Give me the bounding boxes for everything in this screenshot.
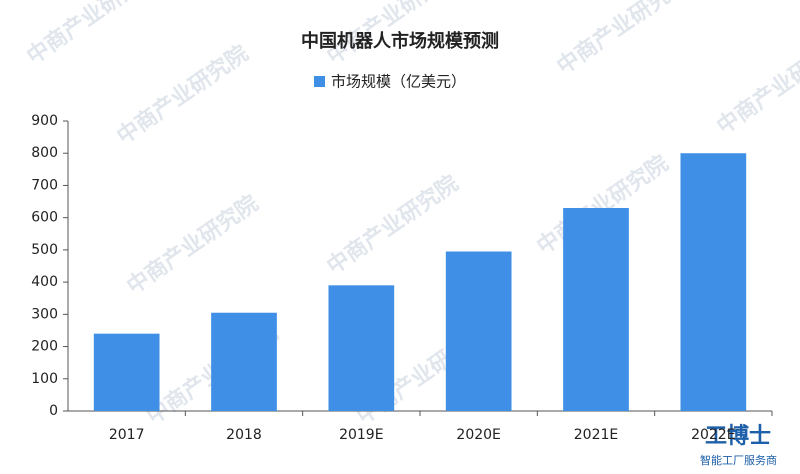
y-tick-label: 0 (49, 403, 58, 419)
x-tick-label: 2017 (109, 427, 145, 443)
legend-swatch (314, 76, 325, 87)
y-tick-label: 800 (31, 145, 58, 161)
bar (563, 208, 629, 411)
y-tick-label: 300 (31, 306, 58, 322)
y-tick-label: 400 (31, 274, 58, 290)
y-tick-label: 500 (31, 242, 58, 258)
x-tick-label: 2020E (456, 427, 500, 443)
y-tick-label: 200 (31, 339, 58, 355)
y-tick-label: 600 (31, 210, 58, 226)
x-tick-label: 2019E (339, 427, 383, 443)
y-tick-label: 100 (31, 371, 58, 387)
legend-label: 市场规模（亿美元） (331, 73, 466, 91)
y-tick-label: 700 (31, 177, 58, 193)
bar (445, 251, 512, 411)
x-tick-label: 2021E (574, 427, 618, 443)
bar (328, 285, 395, 411)
x-tick-label: 2018 (226, 427, 262, 443)
bar (211, 312, 277, 411)
x-tick-label: 2022E (691, 427, 735, 443)
bar (680, 153, 747, 411)
y-tick-label: 900 (31, 113, 58, 129)
brand-name: 工博士 (705, 423, 771, 449)
chart-title: 中国机器人市场规模预测 (301, 30, 499, 52)
brand-tagline: 智能工厂服务商 (700, 453, 777, 467)
bar (93, 333, 160, 411)
